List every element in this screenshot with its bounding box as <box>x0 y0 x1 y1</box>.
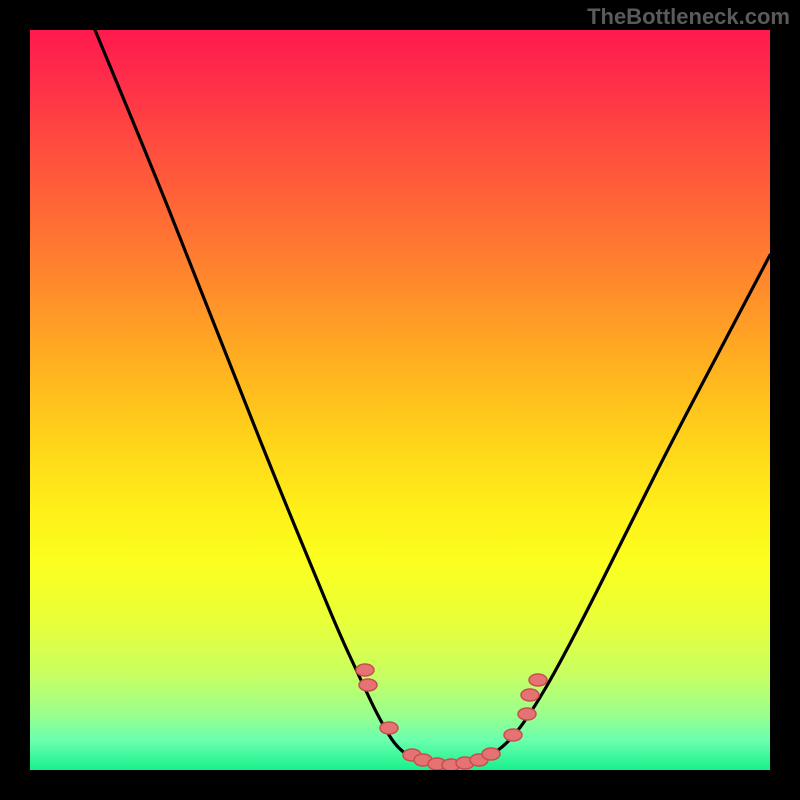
curve-marker <box>356 664 374 676</box>
curve-marker <box>529 674 547 686</box>
curve-marker <box>380 722 398 734</box>
curve-marker <box>482 748 500 760</box>
watermark-text: TheBottleneck.com <box>587 4 790 30</box>
curve-marker <box>359 679 377 691</box>
curve-marker <box>518 708 536 720</box>
curve-marker <box>504 729 522 741</box>
curve-marker <box>521 689 539 701</box>
chart-svg <box>30 30 770 770</box>
chart-container: TheBottleneck.com <box>0 0 800 800</box>
plot-area <box>30 30 770 770</box>
